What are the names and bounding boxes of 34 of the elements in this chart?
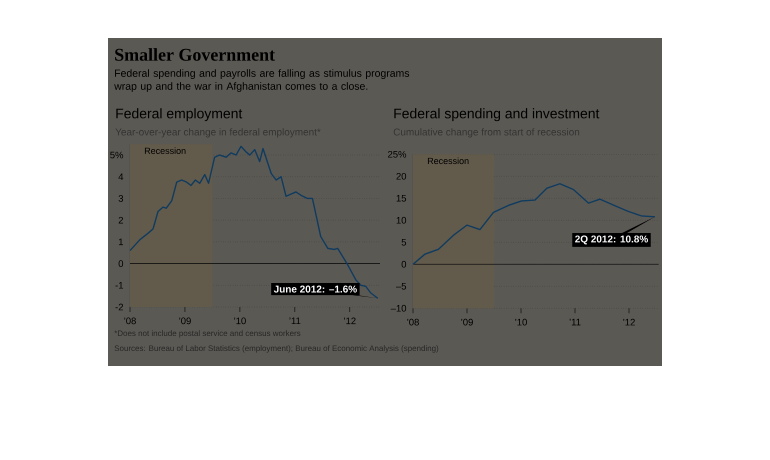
- y-tick-label: 0: [402, 260, 406, 268]
- y-tick-label: –10: [390, 304, 406, 312]
- x-tick-label: ’09: [461, 318, 473, 326]
- y-tick-label: 4: [118, 173, 124, 180]
- x-tick-label: ’11: [289, 318, 300, 324]
- band-label: Recession: [428, 157, 468, 164]
- chart-title: Federal employment: [116, 108, 242, 122]
- y-tick-label: -2: [115, 304, 124, 310]
- y-tick-label: -1: [115, 282, 124, 289]
- chart-title: Federal spending and investment: [394, 108, 600, 122]
- x-tick-label: ’09: [179, 318, 191, 324]
- y-tick-label: 1: [118, 238, 124, 246]
- y-tick-label: 0: [118, 260, 124, 267]
- x-tick-label: ’12: [623, 318, 635, 326]
- band-label: Recession: [144, 147, 186, 154]
- y-tick-label: 5%: [110, 152, 124, 158]
- y-tick-label: 15: [396, 194, 406, 202]
- text: Federal spending and payrolls are falling as stimulus programs wrap up and the war in Afghanistan comes to a close.: [114, 69, 410, 92]
- x-tick-label: ’08: [407, 318, 419, 326]
- y-tick-label: 2: [118, 216, 124, 224]
- y-tick-label: 25%: [388, 150, 406, 158]
- y-tick-label: –5: [396, 282, 406, 290]
- y-tick-label: 10: [396, 216, 406, 224]
- x-tick-label: ’11: [570, 318, 581, 326]
- x-tick-label: ’12: [344, 318, 356, 324]
- y-tick-label: 20: [396, 172, 406, 180]
- y-tick-label: 3: [118, 195, 124, 202]
- y-tick-label: 5: [402, 238, 406, 246]
- annotation: 2Q 2012: 10.8%: [575, 235, 648, 244]
- annotation: June 2012: –1.6%: [274, 286, 357, 293]
- x-tick-label: ’10: [515, 318, 527, 326]
- x-tick-label: ’10: [234, 318, 246, 324]
- x-tick-label: ’08: [124, 318, 136, 324]
- text: Smaller Government: [115, 48, 275, 61]
